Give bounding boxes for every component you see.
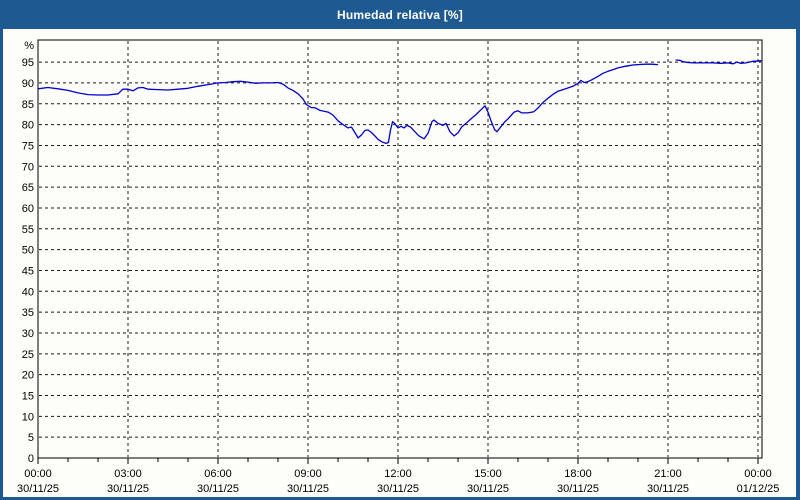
y-tick-label: 15 — [22, 390, 34, 402]
y-tick-label: 65 — [22, 182, 34, 194]
humidity-line-segment — [37, 63, 659, 145]
y-tick-label: 55 — [22, 224, 34, 236]
y-tick-label: 10 — [22, 411, 34, 423]
plot-frame — [37, 39, 763, 459]
x-tick-time-label: 21:00 — [654, 468, 682, 480]
x-tick-time-label: 09:00 — [294, 468, 322, 480]
x-tick-time-label: 00:00 — [24, 468, 52, 480]
x-tick-date-label: 30/11/25 — [287, 483, 329, 495]
x-tick-date-label: 01/12/25 — [737, 483, 780, 495]
y-tick-label: 25 — [22, 349, 34, 361]
y-tick-label: 40 — [22, 286, 34, 298]
x-tick-date-label: 30/11/25 — [377, 483, 419, 495]
y-unit-label: % — [24, 40, 34, 52]
y-tick-label: 80 — [22, 120, 34, 132]
x-tick-time-label: 06:00 — [204, 468, 232, 480]
y-tick-label: 30 — [22, 328, 34, 340]
y-tick-label: 0 — [28, 453, 34, 465]
y-tick-label: 45 — [22, 265, 34, 277]
y-tick-label: 95 — [22, 57, 34, 69]
frame-border-bottom — [0, 497, 800, 500]
frame-border-left — [0, 29, 3, 500]
x-tick-time-label: 15:00 — [474, 468, 502, 480]
x-tick-time-label: 00:00 — [744, 468, 772, 480]
x-tick-date-label: 30/11/25 — [647, 483, 689, 495]
y-tick-label: 35 — [22, 307, 34, 319]
x-tick-time-label: 18:00 — [564, 468, 592, 480]
humidity-line-segment — [675, 59, 762, 65]
x-tick-date-label: 30/11/25 — [197, 483, 239, 495]
y-tick-label: 85 — [22, 99, 34, 111]
y-tick-label: 90 — [22, 78, 34, 90]
x-tick-time-label: 12:00 — [384, 468, 412, 480]
x-tick-time-label: 03:00 — [114, 468, 142, 480]
x-tick-date-label: 30/11/25 — [467, 483, 509, 495]
y-tick-label: 75 — [22, 140, 34, 152]
y-tick-label: 60 — [22, 203, 34, 215]
y-tick-label: 5 — [28, 432, 34, 444]
y-tick-label: 50 — [22, 245, 34, 257]
title-bar: Humedad relativa [%] — [0, 0, 800, 29]
frame-border-right — [796, 29, 800, 500]
x-tick-date-label: 30/11/25 — [17, 483, 59, 495]
x-tick-date-label: 30/11/25 — [557, 483, 599, 495]
chart-title: Humedad relativa [%] — [336, 7, 464, 22]
y-tick-label: 70 — [22, 161, 34, 173]
y-tick-label: 20 — [22, 370, 34, 382]
x-tick-date-label: 30/11/25 — [107, 483, 149, 495]
